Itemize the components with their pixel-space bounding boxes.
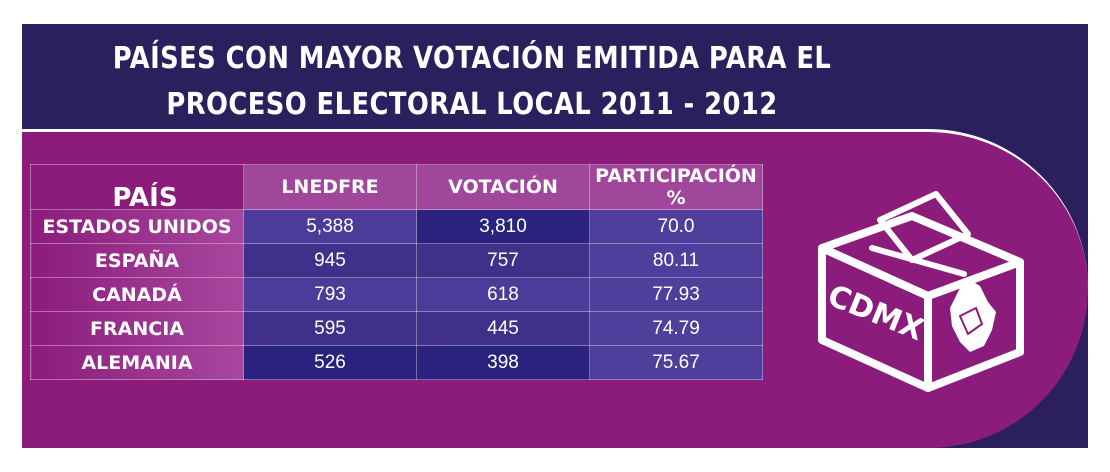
box-side-outline xyxy=(924,258,1024,392)
col-header-participacion: PARTICIPACIÓN % xyxy=(589,164,763,210)
table-row: ESTADOS UNIDOS 5,388 3,810 70.0 xyxy=(30,209,763,244)
votacion-cell: 3,810 xyxy=(416,209,590,244)
col-header-votacion: VOTACIÓN xyxy=(416,164,590,210)
participacion-cell: 70.0 xyxy=(589,209,763,244)
table-header-row: LNEDFRE VOTACIÓN PARTICIPACIÓN % xyxy=(30,164,763,210)
title-line-2: PROCESO ELECTORAL LOCAL 2011 - 2012 xyxy=(166,87,778,122)
country-cell: ESTADOS UNIDOS xyxy=(30,209,244,244)
table-row: ESPAÑA 945 757 80.11 xyxy=(30,243,763,278)
map-borders xyxy=(958,306,984,336)
country-cell: ESPAÑA xyxy=(30,243,244,278)
table-row: FRANCIA 595 445 74.79 xyxy=(30,311,763,346)
lnedfre-cell: 595 xyxy=(243,311,417,346)
col-header-lnedfre: LNEDFRE xyxy=(243,164,417,210)
cdmx-map-icon xyxy=(950,280,996,352)
lnedfre-cell: 5,388 xyxy=(243,209,417,244)
table-corner xyxy=(30,164,244,210)
header-band: PAÍSES CON MAYOR VOTACIÓN EMITIDA PARA E… xyxy=(22,24,1088,134)
participacion-cell: 77.93 xyxy=(589,277,763,312)
lnedfre-cell: 945 xyxy=(243,243,417,278)
table-row: CANADÁ 793 618 77.93 xyxy=(30,277,763,312)
votacion-cell: 757 xyxy=(416,243,590,278)
votacion-cell: 445 xyxy=(416,311,590,346)
votacion-cell: 618 xyxy=(416,277,590,312)
ballot-paper-icon xyxy=(877,191,971,263)
box-slot xyxy=(869,245,967,277)
participacion-cell: 80.11 xyxy=(589,243,763,278)
data-table: LNEDFRE VOTACIÓN PARTICIPACIÓN % ESTADOS… xyxy=(30,164,763,380)
participacion-cell: 74.79 xyxy=(589,311,763,346)
country-cell: FRANCIA xyxy=(30,311,244,346)
ballot-box-icon: CDMX xyxy=(818,191,1024,392)
country-cell: ALEMANIA xyxy=(30,345,244,380)
votacion-cell: 398 xyxy=(416,345,590,380)
table-row: ALEMANIA 526 398 75.67 xyxy=(30,345,763,380)
country-cell: CANADÁ xyxy=(30,277,244,312)
lnedfre-cell: 793 xyxy=(243,277,417,312)
lnedfre-cell: 526 xyxy=(243,345,417,380)
page-title: PAÍSES CON MAYOR VOTACIÓN EMITIDA PARA E… xyxy=(85,36,859,128)
participacion-cell: 75.67 xyxy=(589,345,763,380)
title-line-1: PAÍSES CON MAYOR VOTACIÓN EMITIDA PARA E… xyxy=(112,41,832,76)
